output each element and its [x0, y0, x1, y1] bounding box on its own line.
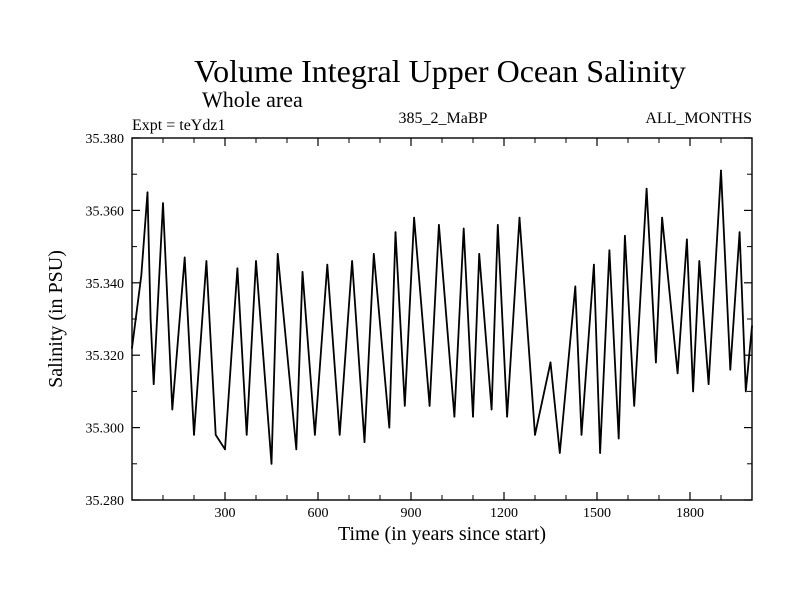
series-point [140, 274, 143, 277]
y-tick-label: 35.360 [86, 204, 125, 219]
x-axis-label: Time (in years since start) [338, 523, 546, 545]
series-point [549, 361, 552, 364]
series-line [131, 169, 753, 465]
x-tick-label: 600 [308, 506, 329, 521]
series-point [506, 415, 508, 418]
series-point [534, 434, 536, 436]
series-point [472, 415, 474, 418]
series-point [645, 187, 648, 190]
series-point [326, 263, 329, 266]
series-point [720, 169, 722, 172]
series-point [686, 238, 688, 241]
series-point [162, 202, 164, 204]
x-tick-label: 1800 [676, 506, 704, 521]
series-point [497, 224, 499, 226]
series-point [224, 448, 226, 451]
series-point [676, 372, 679, 375]
series-point [270, 463, 273, 465]
series-point [404, 405, 406, 407]
series-point [388, 426, 391, 429]
series-point [438, 224, 440, 226]
series-point [729, 368, 732, 371]
series-point [373, 253, 375, 255]
series-point [599, 452, 601, 454]
series-point [193, 434, 195, 436]
series-group [131, 169, 753, 465]
y-tick-label: 35.340 [86, 277, 125, 292]
series-point [559, 452, 561, 454]
series-point [276, 253, 279, 255]
series-point [152, 383, 155, 385]
series-point [692, 390, 694, 393]
y-tick-label: 35.380 [86, 132, 125, 147]
x-tick-label: 300 [215, 506, 236, 521]
x-tick-label: 1500 [583, 506, 611, 521]
series-point [738, 231, 741, 233]
x-tick-label: 900 [401, 506, 422, 521]
plot-frame [131, 137, 753, 501]
series-point [655, 361, 657, 364]
series-point [146, 191, 149, 194]
series-point [661, 216, 663, 219]
series-point [608, 249, 611, 252]
series-point [617, 437, 620, 440]
series-point [428, 405, 431, 407]
chart-title: Volume Integral Upper Ocean Salinity [194, 53, 686, 89]
series-point [214, 434, 217, 436]
series-point [394, 231, 397, 233]
series-point [518, 216, 521, 219]
y-tick-labels: 35.280 35.300 35.320 35.340 35.360 35.380 [86, 132, 125, 509]
y-axis-label: Salinity (in PSU) [45, 250, 67, 388]
series-point [580, 434, 583, 436]
chart-subtitle: Whole area [202, 87, 303, 112]
series-point [633, 405, 635, 407]
run-label: 385_2_MaBP [399, 110, 488, 127]
series-point [205, 260, 208, 262]
series-point [478, 253, 481, 255]
series-point [490, 408, 493, 411]
series-point [171, 408, 174, 411]
series-point [593, 263, 595, 266]
series-point [574, 285, 577, 288]
y-tick-label: 35.320 [86, 349, 125, 364]
series-point [698, 260, 701, 262]
series-point [255, 260, 257, 262]
series-point [462, 227, 465, 230]
series-point [453, 415, 456, 418]
y-tick-label: 35.300 [86, 422, 125, 437]
series-point [745, 390, 747, 393]
series-point [624, 234, 626, 237]
series-point [351, 260, 353, 262]
series-point [301, 271, 304, 273]
x-tick-label: 1200 [490, 506, 518, 521]
series-point [707, 383, 710, 385]
series-point [149, 318, 152, 320]
series-point [295, 448, 298, 451]
x-tick-labels: 300 600 900 1200 1500 1800 [215, 506, 705, 521]
series-point [236, 267, 239, 270]
series-point [363, 441, 366, 443]
series-point [314, 434, 316, 436]
experiment-label: Expt = teYdz1 [132, 117, 225, 134]
series-point [338, 434, 341, 436]
y-tick-label: 35.280 [86, 494, 125, 509]
series-point [183, 256, 186, 259]
months-label: ALL_MONTHS [645, 110, 752, 127]
series-point [245, 434, 248, 436]
series-point [413, 216, 415, 219]
